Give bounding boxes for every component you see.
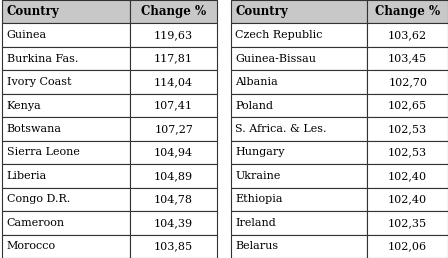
Text: Country: Country: [235, 5, 288, 18]
Bar: [2, 188, 130, 211]
Bar: [130, 188, 217, 211]
Bar: [130, 235, 217, 258]
Bar: [231, 47, 367, 70]
Bar: [130, 117, 217, 141]
Text: Country: Country: [7, 5, 60, 18]
Bar: [130, 164, 217, 188]
Bar: [231, 0, 367, 23]
Bar: [130, 23, 217, 47]
Text: Ethiopia: Ethiopia: [235, 194, 283, 204]
Bar: [231, 70, 367, 94]
Bar: [2, 47, 130, 70]
Bar: [2, 235, 130, 258]
Bar: [367, 0, 448, 23]
Bar: [130, 94, 217, 117]
Bar: [367, 70, 448, 94]
Text: Albania: Albania: [235, 77, 278, 87]
Bar: [2, 141, 130, 164]
Text: Morocco: Morocco: [7, 241, 56, 251]
Text: 103,45: 103,45: [388, 54, 427, 64]
Text: 102,70: 102,70: [388, 77, 427, 87]
Bar: [367, 23, 448, 47]
Text: 104,39: 104,39: [154, 218, 193, 228]
Text: 102,53: 102,53: [388, 124, 427, 134]
Bar: [367, 164, 448, 188]
Text: 103,62: 103,62: [388, 30, 427, 40]
Text: Czech Republic: Czech Republic: [235, 30, 323, 40]
Bar: [231, 141, 367, 164]
Text: 102,40: 102,40: [388, 194, 427, 204]
Bar: [231, 94, 367, 117]
Bar: [231, 211, 367, 235]
Text: Poland: Poland: [235, 101, 273, 110]
Text: 103,85: 103,85: [154, 241, 193, 251]
Text: Ivory Coast: Ivory Coast: [7, 77, 71, 87]
Text: Ukraine: Ukraine: [235, 171, 280, 181]
Text: 107,27: 107,27: [154, 124, 193, 134]
Text: 119,63: 119,63: [154, 30, 193, 40]
Bar: [367, 94, 448, 117]
Bar: [2, 23, 130, 47]
Bar: [231, 23, 367, 47]
Text: 102,40: 102,40: [388, 171, 427, 181]
Text: Change %: Change %: [141, 5, 206, 18]
Bar: [130, 70, 217, 94]
Bar: [231, 164, 367, 188]
Text: Cameroon: Cameroon: [7, 218, 65, 228]
Text: Hungary: Hungary: [235, 148, 284, 157]
Text: Kenya: Kenya: [7, 101, 42, 110]
Text: 102,06: 102,06: [388, 241, 427, 251]
Bar: [2, 211, 130, 235]
Bar: [2, 117, 130, 141]
Bar: [2, 70, 130, 94]
Bar: [2, 94, 130, 117]
Text: Ireland: Ireland: [235, 218, 276, 228]
Text: Burkina Fas.: Burkina Fas.: [7, 54, 78, 64]
Text: Botswana: Botswana: [7, 124, 62, 134]
Text: Belarus: Belarus: [235, 241, 278, 251]
Bar: [367, 211, 448, 235]
Bar: [130, 141, 217, 164]
Bar: [2, 164, 130, 188]
Text: 102,53: 102,53: [388, 148, 427, 157]
Text: 102,65: 102,65: [388, 101, 427, 110]
Bar: [367, 117, 448, 141]
Text: 117,81: 117,81: [154, 54, 193, 64]
Text: 104,94: 104,94: [154, 148, 193, 157]
Text: 104,78: 104,78: [154, 194, 193, 204]
Bar: [130, 0, 217, 23]
Bar: [231, 235, 367, 258]
Bar: [231, 117, 367, 141]
Bar: [231, 188, 367, 211]
Bar: [367, 235, 448, 258]
Text: 104,89: 104,89: [154, 171, 193, 181]
Text: 114,04: 114,04: [154, 77, 193, 87]
Bar: [130, 47, 217, 70]
Bar: [367, 47, 448, 70]
Bar: [367, 188, 448, 211]
Text: Sierra Leone: Sierra Leone: [7, 148, 80, 157]
Text: Guinea: Guinea: [7, 30, 47, 40]
Bar: [367, 141, 448, 164]
Text: Liberia: Liberia: [7, 171, 47, 181]
Text: Change %: Change %: [375, 5, 440, 18]
Bar: [130, 211, 217, 235]
Text: S. Africa. & Les.: S. Africa. & Les.: [235, 124, 327, 134]
Text: Guinea-Bissau: Guinea-Bissau: [235, 54, 316, 64]
Bar: [2, 0, 130, 23]
Text: Congo D.R.: Congo D.R.: [7, 194, 70, 204]
Text: 102,35: 102,35: [388, 218, 427, 228]
Text: 107,41: 107,41: [154, 101, 193, 110]
